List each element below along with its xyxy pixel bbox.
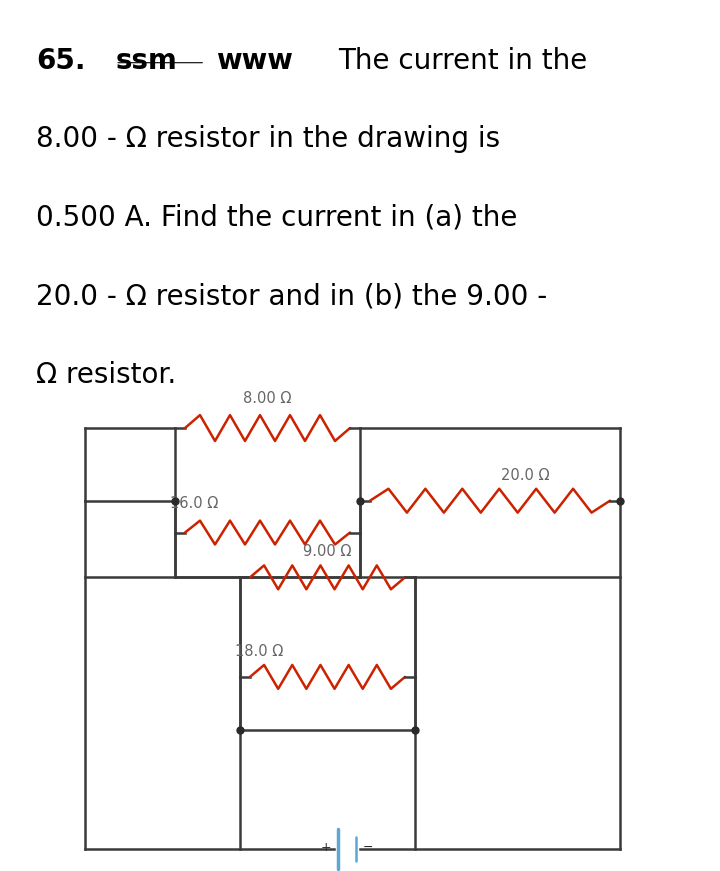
Text: −: − bbox=[363, 841, 373, 854]
Text: The current in the: The current in the bbox=[338, 47, 588, 75]
Text: 20.0 - Ω resistor and in (b) the 9.00 -: 20.0 - Ω resistor and in (b) the 9.00 - bbox=[36, 282, 547, 310]
Text: ssm: ssm bbox=[115, 47, 177, 75]
Text: 16.0 Ω: 16.0 Ω bbox=[170, 496, 218, 510]
Text: 18.0 Ω: 18.0 Ω bbox=[235, 644, 283, 659]
Text: 8.00 Ω: 8.00 Ω bbox=[243, 391, 292, 406]
Text: 20.0 Ω: 20.0 Ω bbox=[500, 468, 549, 483]
Text: 8.00 - Ω resistor in the drawing is: 8.00 - Ω resistor in the drawing is bbox=[36, 125, 500, 153]
Text: 9.00 Ω: 9.00 Ω bbox=[303, 544, 351, 559]
Text: 0.500 A. Find the current in (a) the: 0.500 A. Find the current in (a) the bbox=[36, 204, 518, 232]
Text: Ω resistor.: Ω resistor. bbox=[36, 361, 176, 388]
Text: 65.: 65. bbox=[36, 47, 86, 75]
Text: www: www bbox=[216, 47, 293, 75]
Text: +: + bbox=[320, 841, 331, 854]
